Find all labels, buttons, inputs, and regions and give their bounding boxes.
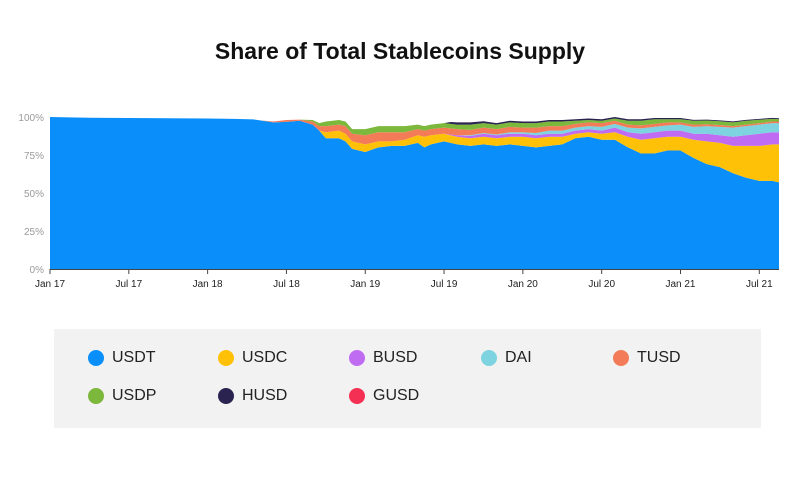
x-tick-label: Jan 21 — [665, 279, 695, 290]
legend-item-gusd: GUSD — [349, 386, 419, 406]
area-husd — [50, 117, 779, 130]
legend-item-dai: DAI — [481, 348, 532, 368]
legend-item-usdc: USDC — [218, 348, 287, 368]
x-tick-label: Jul 20 — [588, 279, 615, 290]
y-tick-label: 100% — [18, 113, 44, 124]
legend-label: USDT — [112, 349, 156, 366]
legend-item-husd: HUSD — [218, 386, 287, 406]
x-tick-label: Jan 18 — [193, 279, 223, 290]
legend-label: DAI — [505, 349, 532, 366]
legend-item-busd: BUSD — [349, 348, 417, 368]
x-tick-label: Jul 19 — [431, 279, 458, 290]
area-usdt — [50, 117, 779, 269]
legend-label: BUSD — [373, 349, 418, 366]
legend-swatch — [349, 350, 365, 366]
x-tick-label: Jul 17 — [115, 279, 142, 290]
chart-legend: USDT USDC BUSD DAI TUSD USDP HUSD GUSD — [54, 329, 761, 428]
legend-label: HUSD — [242, 387, 288, 404]
x-tick-label: Jul 18 — [273, 279, 300, 290]
stacked-area-chart: 0% 25% 50% 75% 100% Jan 17 Jul 17 Jan 18 Jul 18 J… — [18, 113, 779, 290]
legend-item-tusd: TUSD — [613, 348, 681, 368]
legend-swatch — [218, 388, 234, 404]
chart-title: Share of Total Stablecoins Supply — [214, 38, 586, 64]
legend-label: USDC — [242, 349, 288, 366]
area-tusd — [50, 117, 779, 145]
y-tick-label: 25% — [24, 227, 44, 238]
y-tick-label: 0% — [30, 265, 45, 276]
legend-swatch — [613, 350, 629, 366]
area-usdp — [50, 117, 779, 136]
x-tick-label: Jan 17 — [35, 279, 65, 290]
legend-swatch — [88, 350, 104, 366]
x-tick-label: Jul 21 — [746, 279, 773, 290]
legend-item-usdp: USDP — [88, 386, 156, 406]
legend-item-usdt: USDT — [88, 348, 156, 368]
legend-label: TUSD — [637, 349, 681, 366]
legend-label: USDP — [112, 387, 157, 404]
y-tick-label: 50% — [24, 189, 44, 200]
legend-swatch — [88, 388, 104, 404]
area-usdc — [50, 117, 779, 183]
legend-swatch — [349, 388, 365, 404]
area-dai — [50, 117, 779, 145]
legend-label: GUSD — [373, 387, 420, 404]
legend-swatch — [481, 350, 497, 366]
legend-swatch — [218, 350, 234, 366]
x-tick-label: Jan 20 — [508, 279, 538, 290]
x-tick-label: Jan 19 — [350, 279, 380, 290]
y-tick-label: 75% — [24, 151, 44, 162]
